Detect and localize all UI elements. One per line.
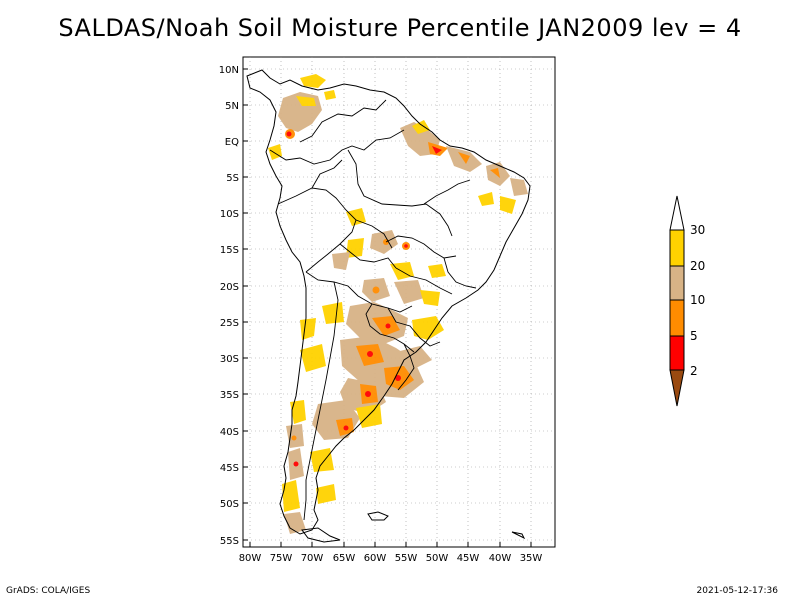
colorbar-bottom-triangle <box>669 369 685 407</box>
falkland-islands <box>367 511 389 521</box>
lat-label-45s: 45S <box>220 463 239 474</box>
lon-label-35w: 35W <box>520 553 543 564</box>
lat-label-40s: 40S <box>220 427 239 438</box>
colorbar-swatch-10-20 <box>669 265 685 301</box>
south-georgia <box>511 531 526 540</box>
colorbar-label-5: 5 <box>690 329 698 343</box>
colorbar-label-10: 10 <box>690 293 705 307</box>
lon-label-45w: 45W <box>457 553 480 564</box>
south-america-coastline <box>246 69 531 535</box>
tierra-del-fuego <box>301 527 341 543</box>
lat-label-eq: EQ <box>225 137 239 148</box>
lat-label-10n: 10N <box>219 65 239 76</box>
lat-label-35s: 35S <box>220 390 239 401</box>
colorbar-labels: 30 20 10 5 2 <box>690 223 705 378</box>
lat-label-20s: 20S <box>220 282 239 293</box>
colorbar-swatch-20-30 <box>669 229 685 267</box>
axis-ticks <box>243 68 532 547</box>
colorbar-label-2: 2 <box>690 364 698 378</box>
lon-label-55w: 55W <box>395 553 418 564</box>
lon-label-75w: 75W <box>270 553 293 564</box>
lon-label-60w: 60W <box>364 553 387 564</box>
lon-label-70w: 70W <box>301 553 324 564</box>
footer-credit: GrADS: COLA/IGES <box>6 586 91 596</box>
lat-label-55s: 55S <box>220 536 239 547</box>
colorbar-label-30: 30 <box>690 223 705 237</box>
country-borders <box>269 99 477 521</box>
footer-timestamp: 2021-05-12-17:36 <box>696 586 779 596</box>
soil-moisture-patches <box>268 74 528 534</box>
lat-label-50s: 50S <box>220 499 239 510</box>
lon-label-80w: 80W <box>239 553 262 564</box>
lat-label-10s: 10S <box>220 209 239 220</box>
colorbar-label-20: 20 <box>690 259 705 273</box>
lat-label-5s: 5S <box>226 173 239 184</box>
colorbar-top-triangle <box>669 195 685 231</box>
plot-title: SALDAS/Noah Soil Moisture Percentile JAN… <box>58 14 742 42</box>
lat-label-15s: 15S <box>220 245 239 256</box>
latitude-labels: 10N 5N EQ 5S 10S 15S 20S 25S 30S 35S 40S… <box>219 65 239 547</box>
lat-label-30s: 30S <box>220 354 239 365</box>
map-frame <box>242 56 556 548</box>
lat-label-5n: 5N <box>225 101 239 112</box>
colorbar-swatch-2-5 <box>669 335 685 371</box>
longitude-labels: 80W 75W 70W 65W 60W 55W 50W 45W 40W 35W <box>239 553 543 564</box>
colorbar <box>669 195 685 407</box>
lon-label-50w: 50W <box>426 553 449 564</box>
colorbar-swatch-5-10 <box>669 299 685 337</box>
lon-label-65w: 65W <box>333 553 356 564</box>
lon-label-40w: 40W <box>489 553 512 564</box>
lat-label-25s: 25S <box>220 318 239 329</box>
